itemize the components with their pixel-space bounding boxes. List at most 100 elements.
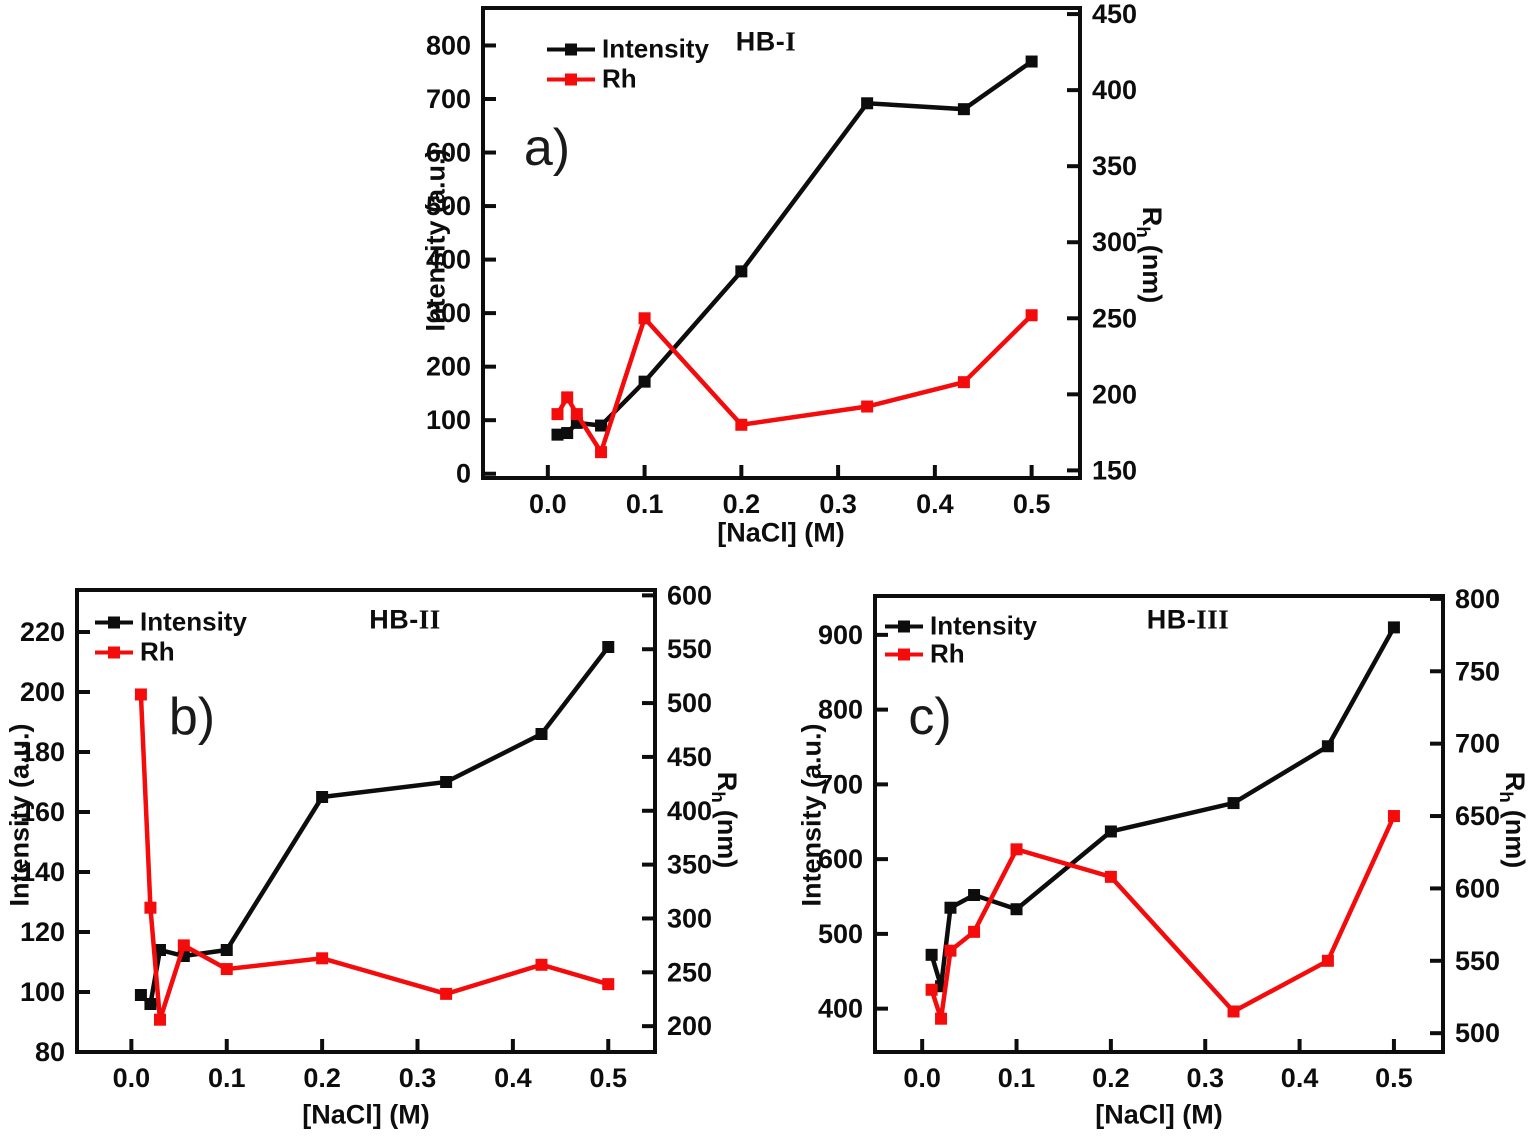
y-left-tick-label: 800 xyxy=(818,695,863,725)
data-point-marker xyxy=(595,419,608,432)
legend-item-intensity: Intensity xyxy=(547,34,709,65)
y-right-tick-label: 350 xyxy=(667,850,712,880)
y-left-tick-label: 400 xyxy=(818,994,863,1024)
x-tick-label: 0.4 xyxy=(916,489,954,519)
square-marker-icon xyxy=(565,73,577,85)
y-left-tick-label: 600 xyxy=(426,138,471,168)
chart-a-axes: 0.0 0.1 0.2 0.3 0.4 0.5 0 100 200 300 400 500 600 700… xyxy=(426,0,1137,519)
y-right-tick-label: 200 xyxy=(1092,379,1137,409)
data-point-marker xyxy=(957,376,970,389)
data-point-marker xyxy=(861,97,874,110)
y-right-tick-label: 750 xyxy=(1455,656,1500,686)
data-point-marker xyxy=(861,400,874,413)
plot-frame xyxy=(873,594,1445,1054)
panel-c-letter: c) xyxy=(908,688,952,746)
data-point-marker xyxy=(220,963,233,976)
title-prefix: HB- xyxy=(1146,604,1197,635)
legend-label: Rh xyxy=(930,638,965,669)
y-right-tick-label: 500 xyxy=(667,688,712,718)
data-point-marker xyxy=(177,939,190,952)
chart-c-xlabel: [NaCl] (M) xyxy=(1095,1099,1223,1130)
y-left-tick-label: 400 xyxy=(426,245,471,275)
y-right-tick-label: 450 xyxy=(667,742,712,772)
x-tick-label: 0.2 xyxy=(303,1063,341,1093)
square-marker-icon xyxy=(898,648,910,660)
data-point-marker xyxy=(153,1013,166,1026)
x-tick-label: 0.4 xyxy=(1281,1063,1319,1093)
x-tick-label: 0.5 xyxy=(589,1063,627,1093)
legend-label: Intensity xyxy=(930,610,1037,641)
y-left-tick-label: 900 xyxy=(818,620,863,650)
data-point-marker xyxy=(638,375,651,388)
chart-a-title: HB-I xyxy=(736,27,797,58)
rh-subscript: h xyxy=(706,791,728,803)
data-point-marker xyxy=(535,728,548,740)
data-point-marker xyxy=(316,952,329,965)
data-point-marker xyxy=(1010,903,1023,916)
x-tick-label: 0.3 xyxy=(1186,1063,1224,1093)
x-tick-label: 0.1 xyxy=(208,1063,246,1093)
y-right-tick-label: 200 xyxy=(667,1011,712,1041)
chart-b-series-rh xyxy=(134,688,615,1026)
data-point-marker xyxy=(1010,843,1023,856)
x-tick-label: 0.3 xyxy=(399,1063,437,1093)
rh-symbol: R xyxy=(1137,206,1168,227)
x-tick-label: 0.2 xyxy=(723,489,761,519)
y-right-tick-label: 800 xyxy=(1455,584,1500,614)
legend-item-rh: Rh xyxy=(885,639,965,670)
chart-a-series-rh xyxy=(551,309,1038,459)
rh-legend-marker xyxy=(885,647,923,661)
legend-label: Rh xyxy=(140,636,175,667)
data-point-marker xyxy=(1025,55,1038,68)
y-right-tick-label: 500 xyxy=(1455,1018,1500,1048)
rh-subscript: h xyxy=(1131,226,1153,238)
data-point-marker xyxy=(944,901,957,914)
data-point-marker xyxy=(1227,797,1240,810)
data-point-marker xyxy=(1387,810,1400,823)
y-left-tick-label: 200 xyxy=(426,352,471,382)
panel-a-letter: a) xyxy=(523,119,571,177)
rh-subscript: h xyxy=(1494,791,1516,803)
data-point-marker xyxy=(925,948,938,961)
y-left-tick-label: 600 xyxy=(818,844,863,874)
square-marker-icon xyxy=(108,646,120,658)
y-left-tick-label: 220 xyxy=(20,617,65,647)
x-tick-label: 0.4 xyxy=(494,1063,532,1093)
legend-item-intensity: Intensity xyxy=(95,607,247,638)
data-point-marker xyxy=(968,925,981,938)
x-tick-label: 0.0 xyxy=(529,489,567,519)
intensity-legend-marker xyxy=(547,42,595,56)
x-tick-label: 0.2 xyxy=(1092,1063,1130,1093)
chart-c-title: HB-III xyxy=(1147,605,1230,636)
series-line xyxy=(929,815,1396,1020)
data-point-marker xyxy=(570,408,583,421)
y-left-tick-label: 80 xyxy=(35,1037,65,1067)
x-tick-label: 0.5 xyxy=(1375,1063,1413,1093)
title-numeral: I xyxy=(785,26,797,57)
chart-a-series-intensity xyxy=(551,55,1038,441)
y-left-tick-label: 300 xyxy=(426,298,471,328)
title-prefix: HB- xyxy=(369,604,419,635)
y-right-tick-label: 650 xyxy=(1455,801,1500,831)
y-left-tick-label: 180 xyxy=(20,737,65,767)
y-right-tick-label: 550 xyxy=(667,634,712,664)
data-point-marker xyxy=(153,944,166,956)
rh-symbol: R xyxy=(1500,771,1531,792)
data-point-marker xyxy=(735,265,748,278)
data-point-marker xyxy=(561,391,574,404)
y-right-tick-label: 450 xyxy=(1092,0,1137,29)
chart-a-ylabel-right: Rh (nm) xyxy=(1131,207,1167,304)
chart-c-axes: 0.0 0.1 0.2 0.3 0.4 0.5 400 500 600 700 800 900 500 5… xyxy=(818,584,1500,1093)
legend-label: Rh xyxy=(602,63,637,94)
y-right-tick-label: 600 xyxy=(667,580,712,610)
chart-b-xlabel: [NaCl] (M) xyxy=(302,1099,430,1130)
data-point-marker xyxy=(1321,954,1334,967)
data-point-marker xyxy=(1104,825,1117,838)
data-point-marker xyxy=(134,688,147,701)
legend-item-rh: Rh xyxy=(95,637,175,668)
data-point-marker xyxy=(561,427,574,440)
data-point-marker xyxy=(1025,309,1038,322)
title-prefix: HB- xyxy=(735,26,786,57)
y-left-tick-label: 700 xyxy=(818,769,863,799)
chart-c-series-intensity xyxy=(925,621,1400,993)
